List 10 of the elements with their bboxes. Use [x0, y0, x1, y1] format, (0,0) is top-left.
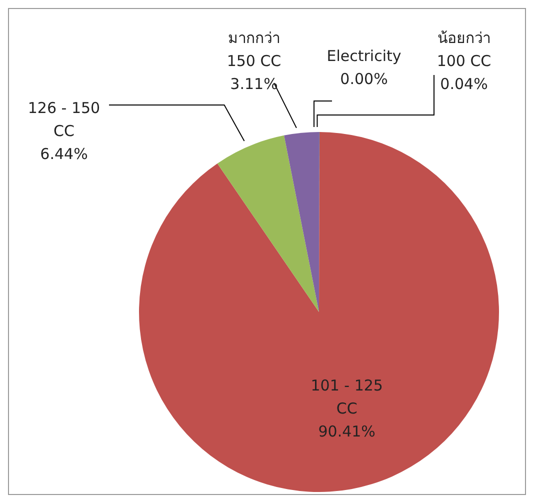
- text: 0.00%: [340, 70, 388, 88]
- slice-label: มากกว่า 150 CC: [226, 29, 282, 70]
- category-label: Electricity: [326, 47, 402, 65]
- slice-label: 126 - 150 CC: [28, 99, 100, 140]
- data-label: 0.04%: [440, 75, 488, 93]
- slice-label: น้อยกว่า 100 CC: [436, 29, 492, 70]
- slice-label: 101 - 125 CC: [310, 376, 383, 418]
- data-label: 6.44%: [40, 145, 88, 163]
- data-label: 3.11%: [230, 75, 278, 93]
- data-label: 90.41%: [318, 422, 376, 441]
